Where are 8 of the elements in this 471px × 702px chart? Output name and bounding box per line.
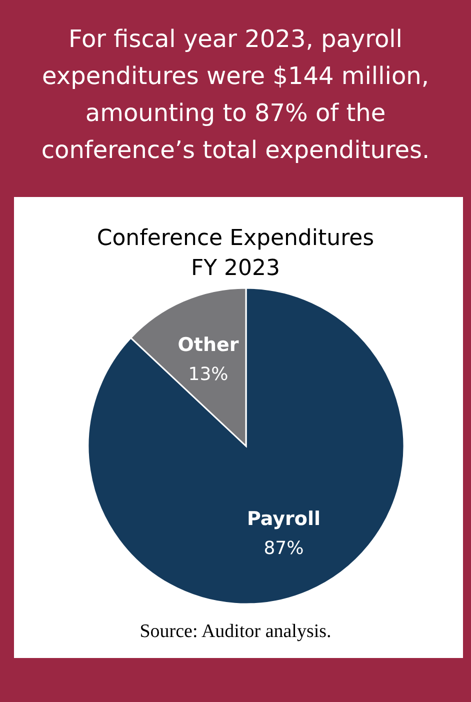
chart-title: Conference Expenditures FY 2023	[96, 226, 374, 281]
chart-subtitle: For fiscal year 2023, payroll expenditures were $144 million, amounting to 87% of the conference’s total expenditures.	[41, 25, 430, 164]
slice-label: Payroll	[246, 508, 320, 530]
data-label: 87%	[264, 538, 304, 560]
slice-label: Other	[178, 334, 240, 356]
pie-slice	[87, 287, 405, 605]
source-note: Source: Auditor analysis.	[140, 621, 332, 642]
data-label: 13%	[188, 364, 228, 385]
